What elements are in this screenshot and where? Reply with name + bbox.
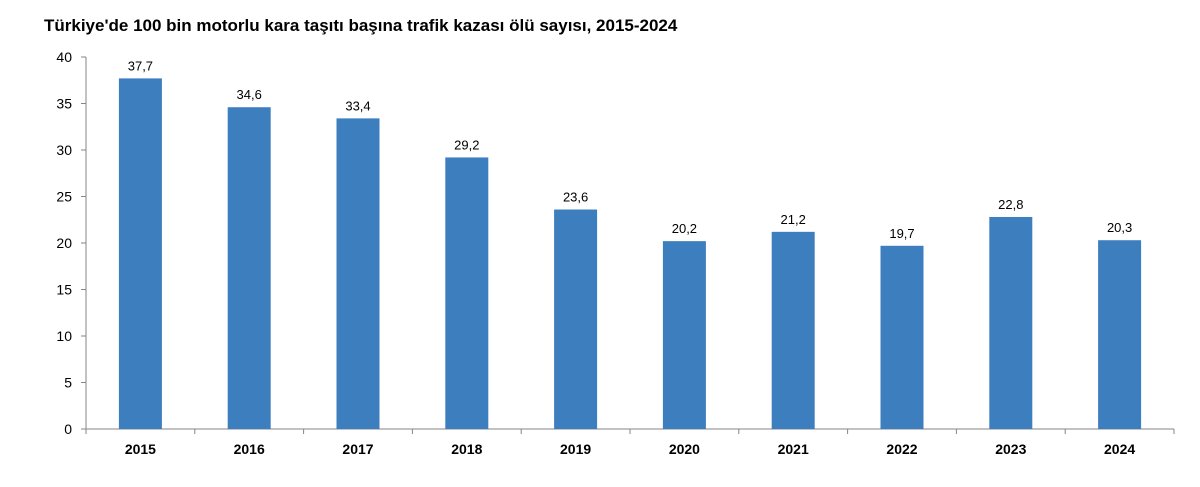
data-label-2023: 22,8 xyxy=(998,197,1023,212)
data-label-2021: 21,2 xyxy=(781,212,806,227)
x-tick-label-2019: 2019 xyxy=(560,441,591,457)
y-tick-label: 35 xyxy=(56,96,72,112)
data-label-2020: 20,2 xyxy=(672,221,697,236)
x-tick-label-2016: 2016 xyxy=(234,441,265,457)
axes: 0 5 10 15 20 25 30 35 40 2015 2016 2017 2018 2019 2020… xyxy=(56,49,1175,457)
data-label-2016: 34,6 xyxy=(237,87,262,102)
y-tick-label: 25 xyxy=(56,189,72,205)
data-label-2018: 29,2 xyxy=(454,137,479,152)
y-tick-label: 5 xyxy=(64,375,72,391)
y-tick-label: 10 xyxy=(56,328,72,344)
x-tick-label-2017: 2017 xyxy=(342,441,373,457)
x-tick-label-2021: 2021 xyxy=(778,441,809,457)
bar-2016 xyxy=(227,107,271,429)
bar-2020 xyxy=(662,241,706,429)
bar-2022 xyxy=(880,245,924,429)
data-label-2024: 20,3 xyxy=(1107,220,1132,235)
y-tick-label: 30 xyxy=(56,142,72,158)
data-label-2015: 37,7 xyxy=(128,58,153,73)
bar-2018 xyxy=(445,157,489,429)
bar-2021 xyxy=(771,231,815,429)
chart-title: Türkiye'de 100 bin motorlu kara taşıtı b… xyxy=(44,16,678,35)
x-tick-label-2018: 2018 xyxy=(451,441,482,457)
y-tick-label: 40 xyxy=(56,49,72,65)
bar-2019 xyxy=(554,209,598,429)
x-tick-label-2022: 2022 xyxy=(886,441,917,457)
y-tick-label: 20 xyxy=(56,235,72,251)
data-label-2017: 33,4 xyxy=(345,98,370,113)
data-labels: 37,7 34,6 33,4 29,2 23,6 20,2 21,2 19,7 22,8 20,3 xyxy=(128,58,1133,240)
bars xyxy=(118,78,1142,429)
data-label-2022: 19,7 xyxy=(889,226,914,241)
y-tick-label: 0 xyxy=(64,421,72,437)
x-tick-label-2015: 2015 xyxy=(125,441,156,457)
bar-2023 xyxy=(989,216,1033,429)
bar-2017 xyxy=(336,118,380,429)
x-tick-label-2020: 2020 xyxy=(669,441,700,457)
bar-2024 xyxy=(1098,240,1142,429)
x-tick-label-2024: 2024 xyxy=(1104,441,1135,457)
bar-2015 xyxy=(118,78,162,429)
x-tick-label-2023: 2023 xyxy=(995,441,1026,457)
data-label-2019: 23,6 xyxy=(563,190,588,205)
y-tick-label: 15 xyxy=(56,282,72,298)
